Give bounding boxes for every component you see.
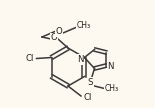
Text: Cl: Cl: [25, 54, 34, 63]
Text: N: N: [107, 62, 114, 71]
Text: CH₃: CH₃: [104, 84, 119, 93]
Text: CH₃: CH₃: [77, 21, 91, 29]
Text: O: O: [51, 33, 57, 43]
Text: N: N: [77, 55, 84, 64]
Text: O: O: [56, 28, 62, 37]
Text: Cl: Cl: [84, 92, 92, 102]
Text: S: S: [88, 78, 93, 87]
